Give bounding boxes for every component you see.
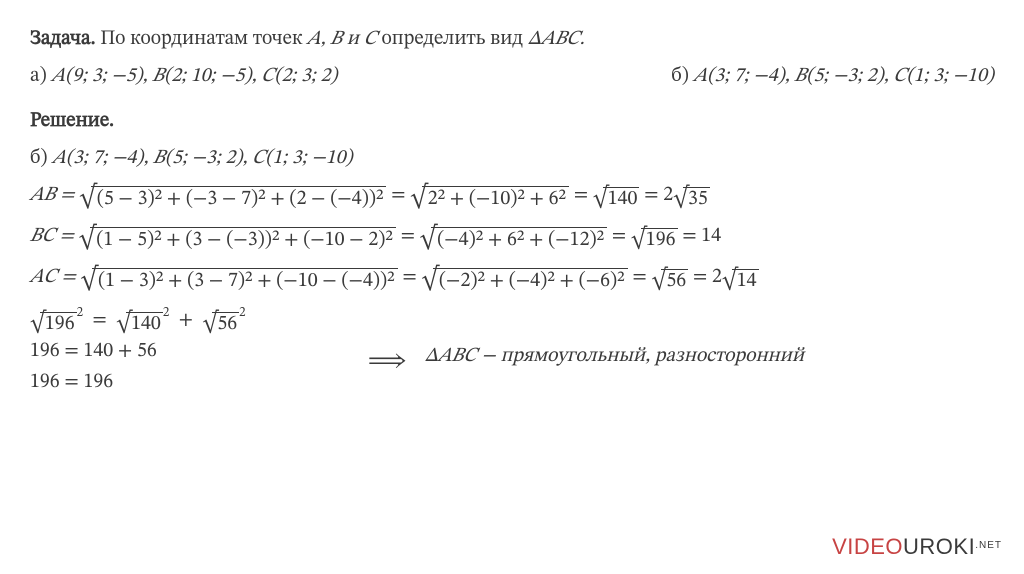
ac-root2-body: (−2)² + (−4)² + (−6)² bbox=[433, 268, 628, 291]
eq-ab: 𝐴𝐵 = √(5 − 3)² + (−3 − 7)² + (2 − (−4))²… bbox=[30, 182, 994, 209]
cases-row: а) 𝐴(9; 3; −5), 𝐵(2; 10; −5), 𝐶(2; 3; 2)… bbox=[30, 63, 994, 90]
case-b-points: 𝐴(3; 7; −4), 𝐵(5; −3; 2), 𝐶(1; 3; −10) bbox=[694, 66, 994, 86]
ab-root2-body: 2² + (−10)² + 6² bbox=[422, 186, 569, 209]
pyth-r1-b: √140 bbox=[116, 312, 163, 334]
case-a-points: 𝐴(9; 3; −5), 𝐵(2; 10; −5), 𝐶(2; 3; 2) bbox=[51, 66, 337, 86]
ac-eq1: = bbox=[632, 267, 651, 287]
conclusion: Δ𝐴𝐵𝐶 − прямоугольный, разносторонний bbox=[425, 305, 804, 370]
ac-root3: √56 bbox=[651, 269, 688, 291]
solution-case-points: 𝐴(3; 7; −4), 𝐵(5; −3; 2), 𝐶(1; 3; −10) bbox=[52, 148, 352, 168]
pyth-line2: 196 = 140 + 56 bbox=[30, 338, 350, 365]
ab-root4: √35 bbox=[673, 187, 710, 209]
watermark-p1: VIDEO bbox=[832, 534, 903, 559]
ab-label: 𝐴𝐵 = bbox=[30, 185, 79, 205]
ac-label: 𝐴𝐶 = bbox=[30, 267, 81, 287]
ab-root1: √(5 − 3)² + (−3 − 7)² + (2 − (−4))² bbox=[79, 186, 386, 209]
ab-root1-body: (5 − 3)² + (−3 − 7)² + (2 − (−4))² bbox=[91, 186, 387, 209]
pyth-line3: 196 = 196 bbox=[30, 369, 350, 396]
problem-statement: Задача. По координатам точек 𝐴, 𝐵 и 𝐶 оп… bbox=[30, 26, 994, 53]
problem-points: 𝐴, 𝐵 и 𝐶 bbox=[307, 29, 377, 49]
ac-root1: √(1 − 3)² + (3 − 7)² + (−10 − (−4))² bbox=[81, 268, 398, 291]
problem-label: Задача. bbox=[30, 29, 96, 49]
eq-ac: 𝐴𝐶 = √(1 − 3)² + (3 − 7)² + (−10 − (−4))… bbox=[30, 264, 994, 291]
ac-root4: √14 bbox=[722, 269, 759, 291]
pyth-r1-a: √196 bbox=[30, 312, 77, 334]
ac-root2: √(−2)² + (−4)² + (−6)² bbox=[421, 268, 627, 291]
case-b: б) 𝐴(3; 7; −4), 𝐵(5; −3; 2), 𝐶(1; 3; −10… bbox=[671, 63, 994, 90]
case-a-label: а) bbox=[30, 66, 51, 86]
bc-mid: = bbox=[401, 226, 420, 246]
pythagoras-block: √1962 = √1402 + √562 196 = 140 + 56 196 … bbox=[30, 305, 994, 400]
ab-root3: √140 bbox=[593, 187, 640, 209]
case-a: а) 𝐴(9; 3; −5), 𝐵(2; 10; −5), 𝐶(2; 3; 2) bbox=[30, 63, 338, 90]
eq-bc: 𝐵𝐶 = √(1 − 5)² + (3 − (−3))² + (−10 − 2)… bbox=[30, 223, 994, 250]
bc-root2: √(−4)² + 6² + (−12)² bbox=[420, 227, 607, 250]
bc-root1-body: (1 − 5)² + (3 − (−3))² + (−10 − 2)² bbox=[90, 227, 396, 250]
solution-case-label: б) bbox=[30, 148, 52, 168]
problem-text-before: По координатам точек bbox=[96, 29, 308, 49]
ab-eq1: = bbox=[574, 185, 593, 205]
bc-root2-body: (−4)² + 6² + (−12)² bbox=[431, 227, 607, 250]
bc-root1: √(1 − 5)² + (3 − (−3))² + (−10 − 2)² bbox=[79, 227, 396, 250]
solution-title-text: Решение. bbox=[30, 111, 114, 131]
case-b-label: б) bbox=[671, 66, 693, 86]
ab-mid: = bbox=[391, 185, 410, 205]
pyth-line1: √1962 = √1402 + √562 bbox=[30, 307, 350, 334]
solution-title: Решение. bbox=[30, 108, 994, 135]
bc-root3: √196 bbox=[631, 228, 678, 250]
conclusion-text: Δ𝐴𝐵𝐶 − прямоугольный, разносторонний bbox=[425, 346, 804, 366]
watermark-p2: UROKI bbox=[903, 534, 975, 559]
ac-eq2: = 2 bbox=[693, 267, 722, 287]
ab-root2: √2² + (−10)² + 6² bbox=[410, 186, 569, 209]
watermark: VIDEOUROKI.NET bbox=[832, 534, 1002, 560]
problem-text-after: определить вид bbox=[377, 29, 528, 49]
page-content: Задача. По координатам точек 𝐴, 𝐵 и 𝐶 оп… bbox=[0, 0, 1024, 400]
pyth-r1-c: √56 bbox=[202, 312, 239, 334]
problem-triangle: Δ𝐴𝐵𝐶. bbox=[528, 29, 585, 49]
ab-eq2: = 2 bbox=[644, 185, 673, 205]
implies-arrow: ⟹ bbox=[350, 305, 425, 377]
bc-eq1: = bbox=[612, 226, 631, 246]
watermark-p3: .NET bbox=[975, 540, 1002, 551]
bc-label: 𝐵𝐶 = bbox=[30, 226, 79, 246]
solution-case-line: б) 𝐴(3; 7; −4), 𝐵(5; −3; 2), 𝐶(1; 3; −10… bbox=[30, 145, 994, 172]
ac-mid: = bbox=[402, 267, 421, 287]
pythagoras-left: √1962 = √1402 + √562 196 = 140 + 56 196 … bbox=[30, 305, 350, 400]
bc-eq2: = 14 bbox=[682, 226, 721, 246]
ac-root1-body: (1 − 3)² + (3 − 7)² + (−10 − (−4))² bbox=[92, 268, 398, 291]
